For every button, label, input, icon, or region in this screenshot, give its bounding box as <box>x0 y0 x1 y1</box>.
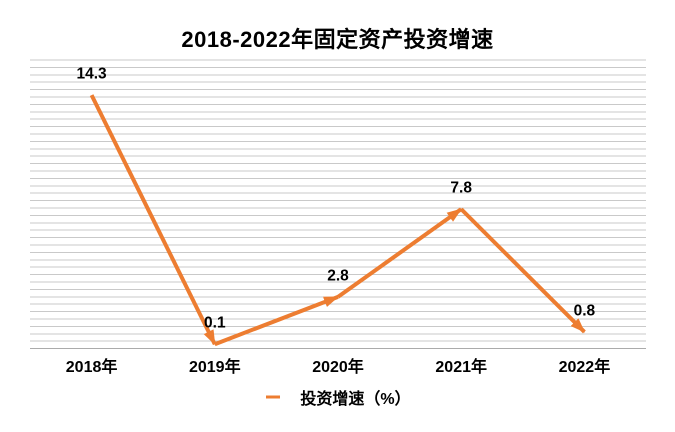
legend-label: 投资增速（%） <box>300 391 411 408</box>
line-segment <box>459 207 586 334</box>
legend: 投资增速（%） <box>0 384 675 410</box>
x-axis-label: 2018年 <box>66 357 118 376</box>
line-segment <box>214 295 339 347</box>
data-label: 2.8 <box>327 267 349 284</box>
line-segment <box>336 207 463 299</box>
data-label: 0.1 <box>204 315 226 332</box>
data-label: 0.8 <box>574 302 596 319</box>
x-axis-label: 2021年 <box>435 357 487 376</box>
x-axis-label: 2020年 <box>312 357 364 376</box>
x-axis-label: 2022年 <box>559 357 611 376</box>
data-label: 7.8 <box>450 180 472 197</box>
arrow-right-icon <box>266 395 281 399</box>
data-label: 14.3 <box>77 66 108 83</box>
line-segment <box>89 94 217 346</box>
chart-title: 2018-2022年固定资产投资增速 <box>181 27 494 52</box>
x-axis-label: 2019年 <box>189 357 241 376</box>
